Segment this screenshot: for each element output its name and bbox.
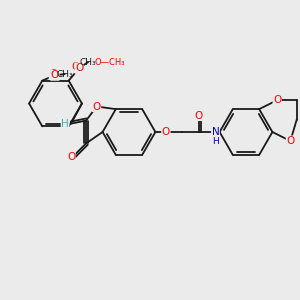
Text: O—CH₃: O—CH₃ (95, 58, 125, 67)
Text: H: H (61, 118, 69, 129)
Text: O: O (51, 70, 59, 80)
Text: CH₃: CH₃ (80, 58, 97, 67)
Text: O: O (71, 62, 80, 72)
Text: H: H (212, 137, 219, 146)
Text: O: O (286, 136, 295, 146)
Text: CH₃: CH₃ (56, 70, 73, 79)
Text: O: O (67, 152, 75, 162)
Text: O: O (75, 63, 83, 73)
Text: O: O (195, 110, 203, 121)
Text: O: O (49, 69, 58, 79)
Text: N: N (212, 127, 219, 137)
Text: O: O (92, 101, 101, 112)
Text: O: O (273, 95, 281, 105)
Text: O: O (75, 63, 83, 73)
Text: O: O (162, 127, 170, 137)
